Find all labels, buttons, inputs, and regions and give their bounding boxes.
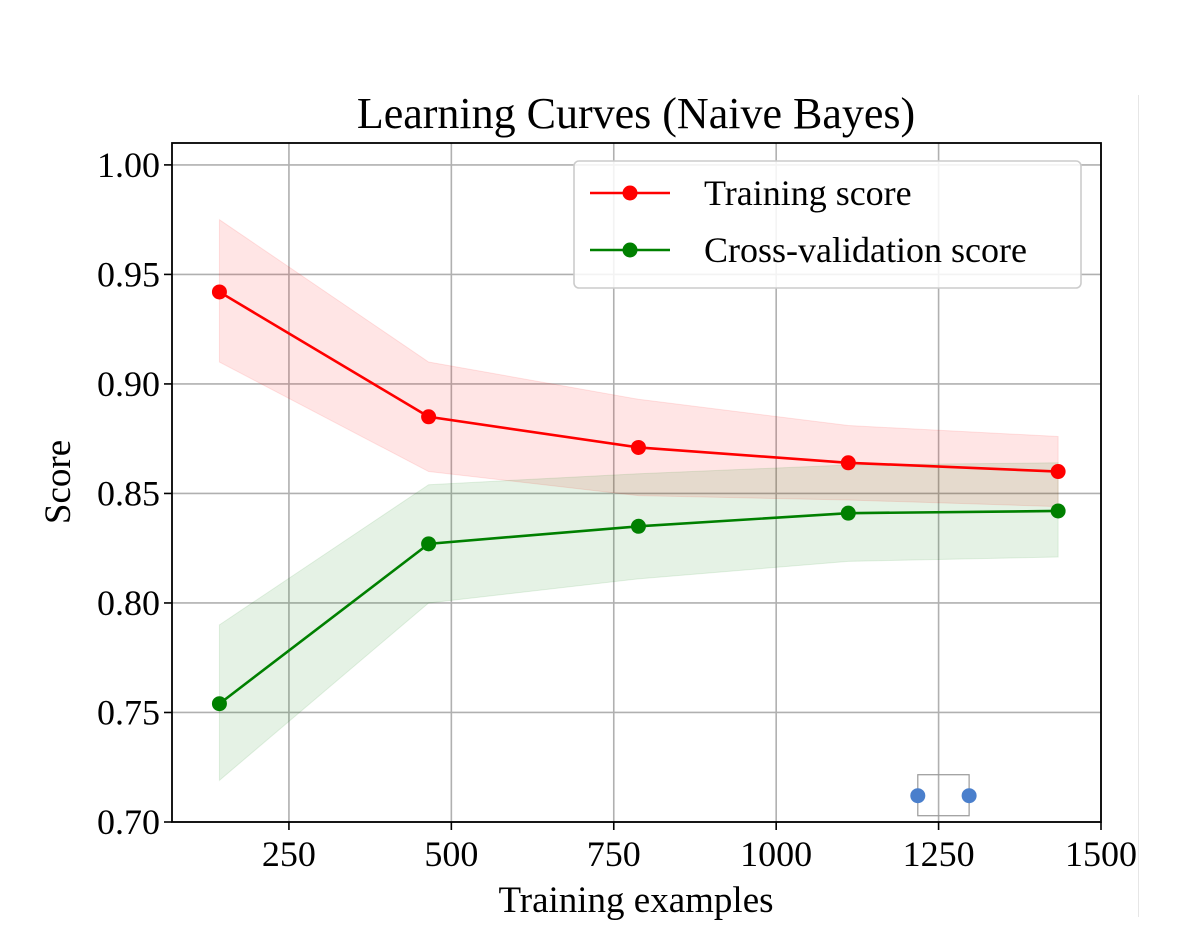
legend-marker-1: [622, 242, 638, 258]
series-1-point-4: [1050, 503, 1066, 519]
y-tick-label-2: 0.80: [97, 583, 160, 623]
series-1-point-3: [840, 505, 856, 521]
y-tick-label-5: 0.95: [97, 254, 160, 294]
series-0-point-3: [840, 455, 856, 471]
series-1-point-2: [630, 518, 646, 534]
legend-label-0: Training score: [704, 173, 912, 213]
legend: Training score Cross-validation score: [573, 160, 1082, 289]
series-0-point-2: [630, 439, 646, 455]
selection-annotation[interactable]: [910, 774, 977, 817]
series-1-point-0: [211, 696, 227, 712]
panel-divider: [1138, 95, 1139, 917]
series-0-point-0: [211, 284, 227, 300]
legend-box: [573, 160, 1082, 289]
y-tick-label-3: 0.85: [97, 473, 160, 513]
y-tick-label-4: 0.90: [97, 364, 160, 404]
x-tick-label-1: 500: [424, 834, 478, 874]
band-1: [218, 462, 1059, 782]
series-1-point-1: [421, 536, 437, 552]
y-axis-label: Score: [38, 440, 79, 524]
series-0-point-1: [421, 409, 437, 425]
line-layer: [211, 284, 1066, 712]
selection-handle-right[interactable]: [961, 788, 977, 804]
plot-frame: [171, 142, 1102, 823]
selection-handle-left[interactable]: [910, 788, 926, 804]
x-tick-label-0: 250: [262, 834, 316, 874]
series-0-point-4: [1050, 464, 1066, 480]
x-tick-label-5: 1500: [1065, 834, 1137, 874]
axes-layer: 250 500 750 1000 1250 1500 0.70 0.75 0.80 0.85 0.9…: [97, 142, 1137, 874]
y-tick-label-1: 0.75: [97, 692, 160, 732]
legend-label-1: Cross-validation score: [704, 230, 1027, 270]
chart-title: Learning Curves (Naive Bayes): [357, 89, 915, 138]
x-axis-label: Training examples: [498, 880, 773, 921]
x-tick-label-4: 1250: [903, 834, 975, 874]
x-tick-label-3: 1000: [740, 834, 812, 874]
y-tick-label-6: 1.00: [97, 145, 160, 185]
x-tick-label-2: 750: [587, 834, 641, 874]
selection-box[interactable]: [917, 774, 970, 817]
y-tick-label-0: 0.70: [97, 802, 160, 842]
band-layer: [218, 218, 1059, 782]
legend-marker-0: [622, 185, 638, 201]
